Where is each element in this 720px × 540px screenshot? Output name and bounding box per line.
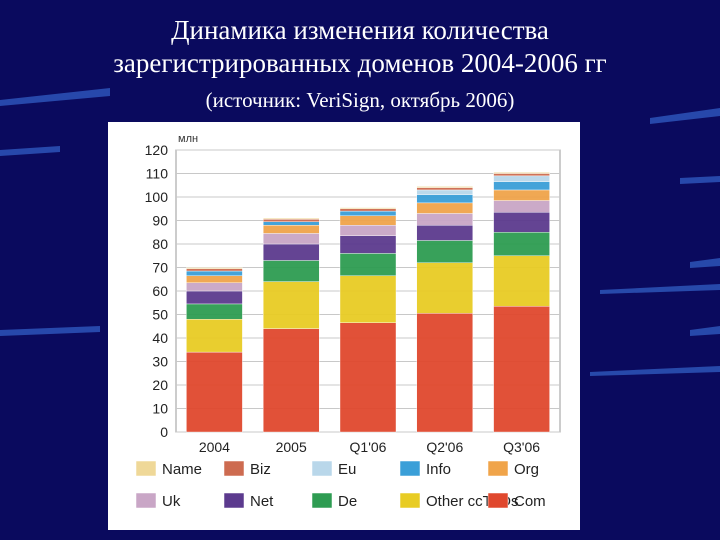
legend-swatch — [487, 492, 509, 509]
x-tick-label: Q1'06 — [350, 439, 387, 455]
bar-segment-org — [339, 215, 397, 226]
legend-swatch — [311, 460, 333, 477]
bar-segment-com — [186, 351, 243, 433]
legend-label: Uk — [162, 493, 181, 510]
bar-segment-name — [186, 267, 243, 269]
y-unit-label: млн — [178, 133, 198, 145]
legend-label: Name — [162, 461, 202, 478]
legend-label: Org — [514, 461, 539, 478]
bar-segment-de — [262, 260, 320, 282]
slide-title-line1: Динамика изменения количества — [171, 15, 549, 45]
bar-segment-de — [493, 232, 550, 256]
x-tick-label: 2005 — [276, 439, 307, 455]
bar-segment-net — [493, 212, 550, 233]
bar-segment-uk — [186, 282, 243, 292]
bar-segment-name — [416, 186, 473, 188]
bar-segment-info — [186, 270, 243, 276]
bar-segment-com — [339, 322, 397, 433]
legend-label: Net — [250, 493, 274, 510]
legend-swatch — [399, 492, 421, 509]
bar-segment-net — [186, 290, 243, 305]
y-tick-label: 100 — [145, 189, 169, 205]
stacked-bar-chart: 0 10 20 30 40 50 60 70 80 90 100 110 120 млн 2004 2005 Q… — [135, 133, 561, 510]
y-tick-label: 0 — [160, 424, 168, 440]
y-tick-label: 60 — [152, 283, 168, 299]
y-tick-label: 80 — [152, 236, 168, 252]
legend-swatch — [487, 460, 509, 477]
x-tick-label: Q3'06 — [503, 439, 540, 455]
y-tick-label: 20 — [152, 377, 168, 393]
legend-label: Com — [514, 493, 546, 510]
bar-segment-uk — [493, 200, 550, 213]
bar-segment-info — [416, 194, 473, 204]
y-tick-label: 120 — [145, 142, 169, 158]
legend-swatch — [135, 460, 157, 477]
legend-swatch — [311, 492, 333, 509]
legend-label: De — [338, 493, 357, 510]
bar-segment-info — [339, 210, 397, 216]
slide-source: (источник: VeriSign, октябрь 2006) — [205, 88, 515, 112]
x-tick-label: 2004 — [199, 439, 230, 455]
bar-segment-other-cctlds — [416, 262, 473, 314]
x-tick-label: Q2'06 — [426, 439, 463, 455]
bar-segment-name — [339, 207, 397, 209]
bar-segment-other-cctlds — [493, 255, 550, 307]
y-tick-label: 70 — [152, 260, 168, 276]
bar-segment-info — [262, 221, 320, 226]
bar-segment-eu — [493, 175, 550, 182]
bar-segment-info — [493, 181, 550, 191]
slide-title-line2: зарегистрированных доменов 2004-2006 гг — [113, 48, 607, 78]
bar-segment-com — [416, 313, 473, 433]
legend-swatch — [223, 492, 245, 509]
bar-segment-biz — [416, 187, 473, 191]
bar-segment-name — [262, 217, 320, 220]
bar-segment-other-cctlds — [186, 318, 243, 353]
y-tick-label: 40 — [152, 330, 168, 346]
bar-segment-other-cctlds — [262, 281, 320, 329]
bar-segment-net — [339, 235, 397, 254]
legend-label: Eu — [338, 461, 356, 478]
bar-segment-biz — [493, 173, 550, 177]
bar-segment-net — [262, 243, 320, 261]
bar-segment-eu — [416, 189, 473, 195]
bar-segment-biz — [339, 208, 397, 212]
bar-segment-uk — [416, 213, 473, 226]
bar-segment-uk — [262, 233, 320, 245]
bar-segment-uk — [339, 224, 397, 236]
y-tick-label: 110 — [146, 166, 169, 182]
bar-segment-org — [186, 275, 243, 283]
legend-label: Biz — [250, 461, 271, 478]
slide-title: Динамика изменения количества зарегистри… — [0, 14, 720, 80]
y-tick-label: 30 — [152, 354, 168, 370]
y-tick-label: 90 — [152, 213, 168, 229]
bar-segment-org — [262, 224, 320, 234]
legend-swatch — [223, 460, 245, 477]
chart-panel: 0 10 20 30 40 50 60 70 80 90 100 110 120 млн 2004 2005 Q… — [108, 122, 580, 530]
y-tick-label: 10 — [152, 401, 168, 417]
bar-segment-com — [493, 306, 550, 433]
bar-segment-org — [493, 189, 550, 201]
bar-segment-biz — [262, 219, 320, 222]
legend-swatch — [399, 460, 421, 477]
bar-segment-de — [339, 253, 397, 276]
bar-segment-de — [186, 303, 243, 320]
bar-segment-org — [416, 202, 473, 214]
bar-segment-com — [262, 328, 320, 433]
bar-segment-other-cctlds — [339, 275, 397, 323]
bar-segment-biz — [186, 268, 243, 272]
bar-segment-name — [493, 172, 550, 174]
bar-segment-de — [416, 240, 473, 263]
legend-swatch — [135, 492, 157, 509]
legend-label: Info — [426, 461, 451, 478]
y-tick-label: 50 — [152, 307, 168, 323]
bar-segment-net — [416, 224, 473, 241]
